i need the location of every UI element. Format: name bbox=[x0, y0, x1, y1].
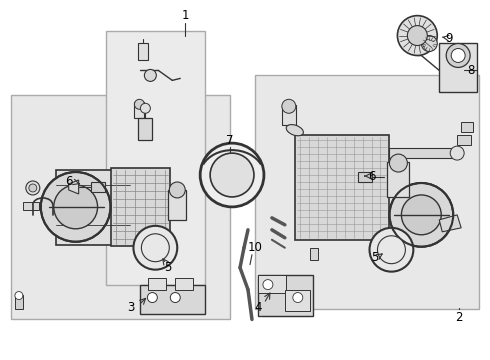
Bar bbox=[138, 42, 148, 60]
Bar bbox=[310, 248, 318, 260]
Bar bbox=[138, 118, 152, 140]
Circle shape bbox=[397, 15, 437, 55]
Circle shape bbox=[169, 182, 185, 198]
Text: 8: 8 bbox=[467, 64, 475, 77]
Text: 3: 3 bbox=[127, 301, 134, 314]
Circle shape bbox=[263, 280, 273, 289]
Bar bbox=[91, 182, 104, 192]
Text: 2: 2 bbox=[455, 311, 463, 324]
Bar bbox=[457, 135, 471, 145]
Bar bbox=[295, 135, 390, 240]
Circle shape bbox=[141, 103, 150, 113]
Circle shape bbox=[29, 184, 37, 192]
Text: 6: 6 bbox=[368, 170, 375, 183]
Bar bbox=[358, 172, 371, 182]
Bar bbox=[282, 105, 296, 125]
Bar bbox=[258, 275, 286, 293]
Bar bbox=[461, 122, 473, 132]
Bar bbox=[255, 75, 479, 310]
Circle shape bbox=[377, 236, 405, 264]
Circle shape bbox=[133, 226, 177, 270]
Text: 9: 9 bbox=[445, 32, 453, 45]
Circle shape bbox=[421, 36, 437, 51]
Bar bbox=[105, 31, 205, 285]
Text: 4: 4 bbox=[254, 301, 262, 314]
Circle shape bbox=[142, 234, 169, 262]
Polygon shape bbox=[69, 180, 78, 194]
Circle shape bbox=[369, 228, 414, 272]
Bar bbox=[11, 95, 230, 319]
Polygon shape bbox=[439, 215, 461, 232]
Bar bbox=[148, 278, 166, 289]
Bar bbox=[23, 202, 39, 210]
Bar bbox=[141, 285, 205, 315]
Circle shape bbox=[171, 293, 180, 302]
Circle shape bbox=[15, 292, 23, 300]
Bar bbox=[285, 289, 310, 311]
Text: 6: 6 bbox=[65, 175, 73, 189]
Circle shape bbox=[41, 172, 111, 242]
Bar bbox=[175, 278, 193, 289]
Bar bbox=[439, 42, 477, 92]
Bar bbox=[258, 275, 313, 316]
Bar bbox=[111, 168, 171, 246]
Text: 1: 1 bbox=[181, 9, 189, 22]
Circle shape bbox=[451, 49, 465, 62]
Bar bbox=[56, 170, 130, 245]
Circle shape bbox=[293, 293, 303, 302]
Circle shape bbox=[210, 153, 254, 197]
Ellipse shape bbox=[286, 125, 303, 136]
Bar bbox=[388, 162, 409, 197]
Circle shape bbox=[450, 146, 464, 160]
Circle shape bbox=[145, 69, 156, 81]
Circle shape bbox=[147, 293, 157, 302]
Text: 10: 10 bbox=[247, 241, 263, 254]
Bar bbox=[134, 102, 145, 118]
Text: 5: 5 bbox=[165, 261, 172, 274]
Circle shape bbox=[407, 26, 427, 45]
Circle shape bbox=[282, 99, 296, 113]
Bar bbox=[15, 294, 23, 309]
Circle shape bbox=[54, 185, 98, 229]
Circle shape bbox=[200, 143, 264, 207]
Bar bbox=[168, 190, 186, 220]
Text: 5: 5 bbox=[371, 251, 378, 264]
Circle shape bbox=[390, 154, 407, 172]
Circle shape bbox=[134, 99, 145, 109]
Circle shape bbox=[390, 183, 453, 247]
Circle shape bbox=[26, 181, 40, 195]
Circle shape bbox=[401, 195, 441, 235]
Text: 7: 7 bbox=[226, 134, 234, 147]
Bar bbox=[390, 148, 459, 158]
Circle shape bbox=[446, 44, 470, 67]
